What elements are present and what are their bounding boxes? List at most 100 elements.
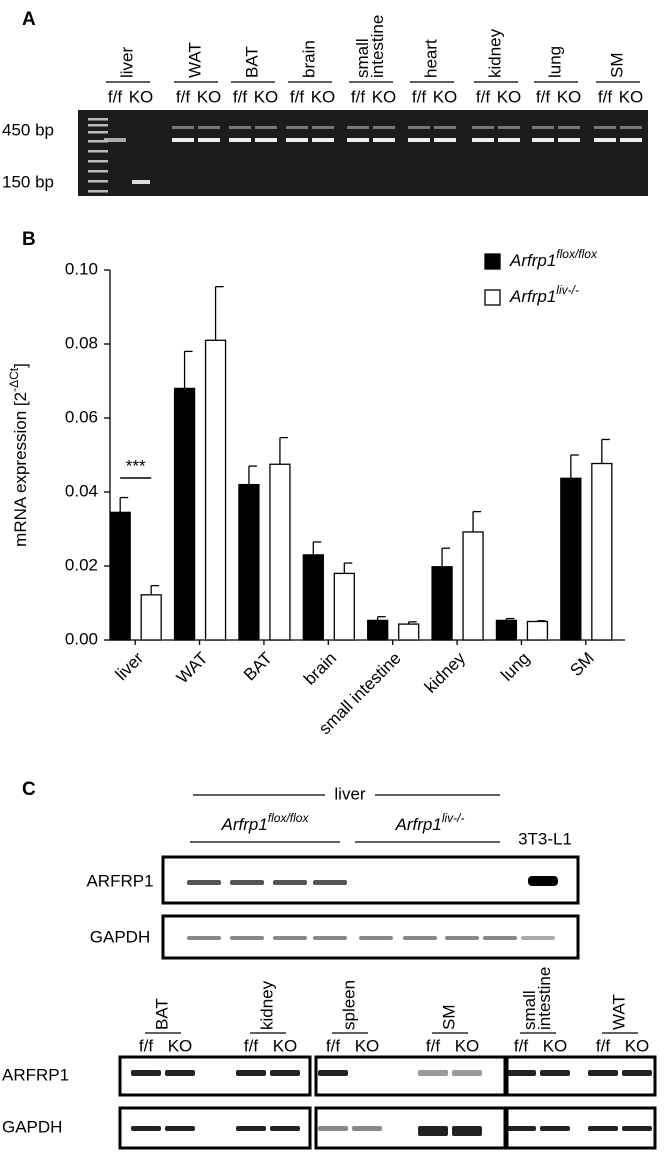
lane-label: KO: [355, 1036, 380, 1055]
x-tick-label: kidney: [421, 648, 470, 697]
gel-band: [104, 138, 126, 142]
tissue-label: intestine: [535, 967, 554, 1030]
blot-band: [506, 1126, 536, 1131]
y-tick-label: 0.00: [65, 629, 98, 648]
panel-label: C: [22, 779, 36, 800]
lane-label: f/f: [176, 87, 190, 106]
genotype-label-part: Arfrp1: [395, 815, 442, 834]
bar: [495, 619, 518, 641]
ladder-band: [88, 190, 108, 193]
bar: [238, 483, 260, 641]
blot-band: [131, 1070, 161, 1076]
genotype-label: Arfrp1liv-/-: [395, 811, 465, 834]
gel-band: [594, 138, 616, 142]
blot-band: [318, 1126, 348, 1131]
blot-band: [622, 1070, 652, 1076]
genotype-label-part: Arfrp1: [221, 815, 268, 834]
gel: [78, 110, 648, 196]
blot-band: [352, 1070, 382, 1076]
legend-swatch: [484, 289, 501, 306]
blot-band: [452, 1070, 482, 1076]
lane-label: KO: [273, 1036, 298, 1055]
row-label: GAPDH: [2, 1117, 62, 1136]
group-label: liver: [334, 784, 366, 803]
blot-band: [588, 1126, 618, 1131]
control-label: 3T3-L1: [518, 829, 572, 848]
legend-label-part: Arfrp1: [509, 251, 556, 270]
lane-label: KO: [625, 1036, 650, 1055]
gel-band: [172, 138, 194, 142]
gel-band: [620, 138, 642, 142]
blot-band: [445, 936, 479, 940]
gel-band: [472, 126, 494, 129]
y-tick-label: 0.08: [65, 333, 98, 352]
tissue-label: WAT: [609, 994, 628, 1030]
bar: [398, 623, 420, 641]
lane-label: f/f: [412, 87, 426, 106]
blot-band: [230, 880, 264, 885]
lane-label: f/f: [108, 87, 122, 106]
blot: [505, 1055, 657, 1097]
gel-band: [312, 126, 334, 129]
row-label: ARFRP1: [2, 1065, 69, 1084]
genotype-label-part: liv-/-: [442, 811, 465, 825]
ladder-band: [88, 160, 108, 163]
blot-band: [540, 1126, 570, 1131]
ladder-band: [88, 124, 108, 127]
tissue-label: BAT: [152, 998, 171, 1030]
bar: [560, 477, 582, 641]
lane-label: KO: [168, 1036, 193, 1055]
gel-band: [472, 138, 494, 142]
gel-band: [286, 138, 308, 142]
bar: [173, 387, 196, 641]
blot-band: [540, 1070, 570, 1076]
blot-band: [165, 1126, 195, 1131]
panel-label: B: [22, 229, 36, 250]
tissue-label: small: [520, 990, 539, 1030]
ladder-band: [88, 131, 108, 134]
x-tick-label: BAT: [240, 649, 276, 685]
gel-band: [434, 126, 456, 129]
gel-band: [286, 126, 308, 129]
lane-label: KO: [433, 87, 458, 106]
blot-band: [270, 1126, 300, 1131]
blot: [314, 1055, 507, 1097]
bar: [333, 572, 355, 641]
ladder-band: [88, 170, 108, 173]
blot-band: [318, 1070, 348, 1076]
blot-band: [352, 1126, 382, 1131]
lane-label: KO: [254, 87, 279, 106]
ladder-band: [88, 140, 108, 143]
x-tick-label: WAT: [173, 649, 212, 688]
lane-label: f/f: [326, 1036, 340, 1055]
lane-label: f/f: [476, 87, 490, 106]
gel-band: [434, 138, 456, 142]
blot-band: [403, 936, 437, 940]
row-label: GAPDH: [90, 927, 150, 946]
lane-label: KO: [197, 87, 222, 106]
tissue-label: small: [353, 38, 372, 78]
lane-label: KO: [129, 87, 154, 106]
y-tick-label: 0.02: [65, 555, 98, 574]
genotype-label-part: flox/flox: [268, 811, 310, 825]
blot-band: [165, 1070, 195, 1076]
lane-label: f/f: [514, 1036, 528, 1055]
size-marker: 150 bp: [2, 172, 54, 191]
bar: [591, 462, 613, 641]
gel-band: [620, 126, 642, 129]
y-tick-label: 0.10: [65, 259, 98, 278]
gel-band: [373, 138, 395, 142]
lane-label: f/f: [536, 87, 550, 106]
lane-label: f/f: [290, 87, 304, 106]
legend-label-part: flox/flox: [556, 247, 598, 261]
lane-label: KO: [372, 87, 397, 106]
x-tick-label: lung: [497, 649, 533, 685]
tissue-label: liver: [117, 46, 136, 78]
gel-band: [594, 126, 616, 129]
blot-band: [230, 936, 264, 940]
gel-band: [312, 138, 334, 142]
gel-band: [198, 126, 220, 129]
legend-label: Arfrp1flox/flox: [509, 247, 598, 270]
blot-band: [521, 936, 555, 940]
gel-band: [498, 138, 520, 142]
